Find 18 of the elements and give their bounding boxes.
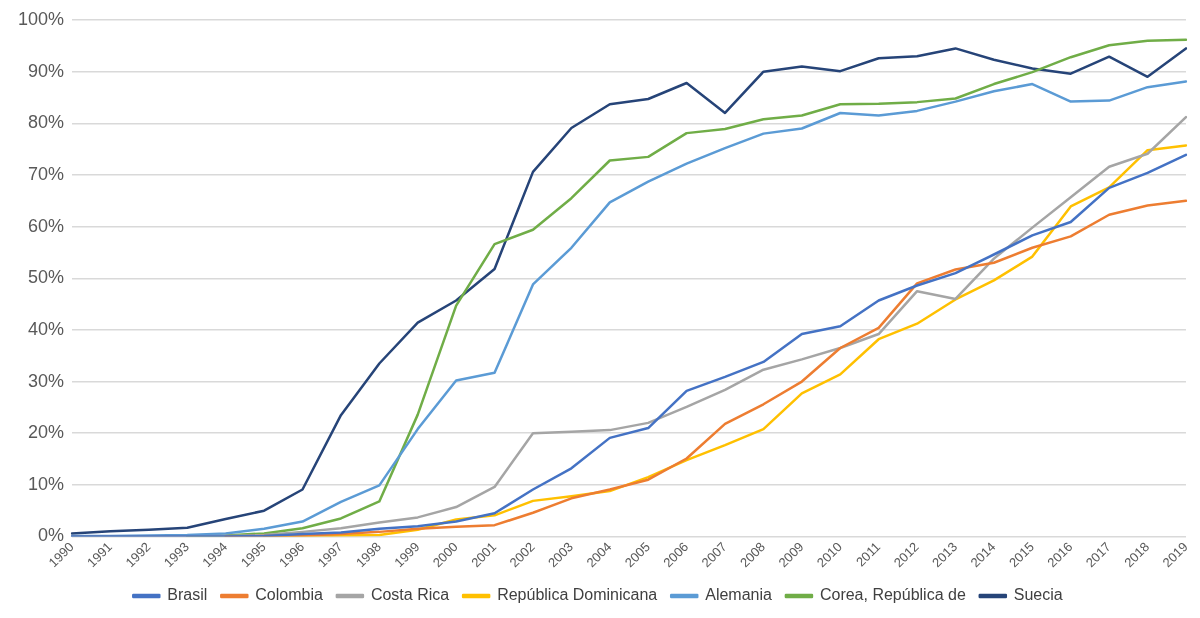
y-tick-label: 30% xyxy=(28,370,65,391)
y-tick-label: 0% xyxy=(38,525,65,546)
y-tick-label: 90% xyxy=(28,60,65,81)
y-tick-label: 20% xyxy=(28,422,65,443)
legend-label: Suecia xyxy=(1013,586,1063,604)
y-tick-label: 60% xyxy=(28,215,65,236)
legend-label: República Dominicana xyxy=(497,586,658,604)
y-tick-label: 100% xyxy=(17,8,65,29)
legend-label: Alemania xyxy=(705,586,773,604)
legend-label: Brasil xyxy=(167,586,208,604)
legend-label: Colombia xyxy=(255,586,323,604)
y-tick-label: 10% xyxy=(28,473,65,494)
y-tick-label: 70% xyxy=(28,163,65,184)
y-tick-label: 80% xyxy=(28,112,65,133)
legend-label: Corea, República de xyxy=(819,586,966,604)
y-tick-label: 50% xyxy=(28,267,65,288)
y-tick-label: 40% xyxy=(28,318,65,339)
legend-label: Costa Rica xyxy=(370,586,450,604)
